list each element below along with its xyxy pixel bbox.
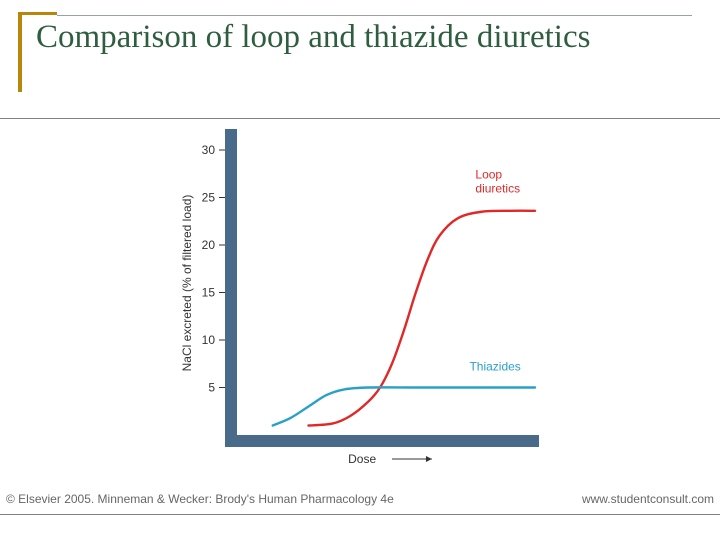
credits-line: © Elsevier 2005. Minneman & Wecker: Brod… bbox=[6, 492, 714, 506]
svg-text:5: 5 bbox=[208, 381, 215, 395]
svg-text:10: 10 bbox=[202, 333, 216, 347]
dose-response-chart: 5 10 15 20 25 30 NaCl excreted (% of filtered … bbox=[175, 127, 545, 482]
chart-container: 5 10 15 20 25 30 NaCl excreted (% of filtered … bbox=[0, 118, 720, 515]
svg-text:Thiazides: Thiazides bbox=[469, 359, 520, 373]
page-title: Comparison of loop and thiazide diuretic… bbox=[36, 18, 590, 56]
copyright-text: © Elsevier 2005. Minneman & Wecker: Brod… bbox=[6, 492, 394, 506]
svg-text:20: 20 bbox=[202, 238, 216, 252]
svg-text:diuretics: diuretics bbox=[475, 182, 520, 196]
source-url: www.studentconsult.com bbox=[582, 492, 714, 506]
svg-text:15: 15 bbox=[202, 286, 216, 300]
svg-text:Loop: Loop bbox=[475, 168, 502, 182]
svg-text:30: 30 bbox=[202, 143, 216, 157]
svg-text:Dose: Dose bbox=[348, 452, 376, 466]
title-bar: Comparison of loop and thiazide diuretic… bbox=[18, 12, 687, 92]
svg-text:NaCl excreted (% of filtered l: NaCl excreted (% of filtered load) bbox=[180, 195, 194, 372]
svg-text:25: 25 bbox=[202, 191, 216, 205]
